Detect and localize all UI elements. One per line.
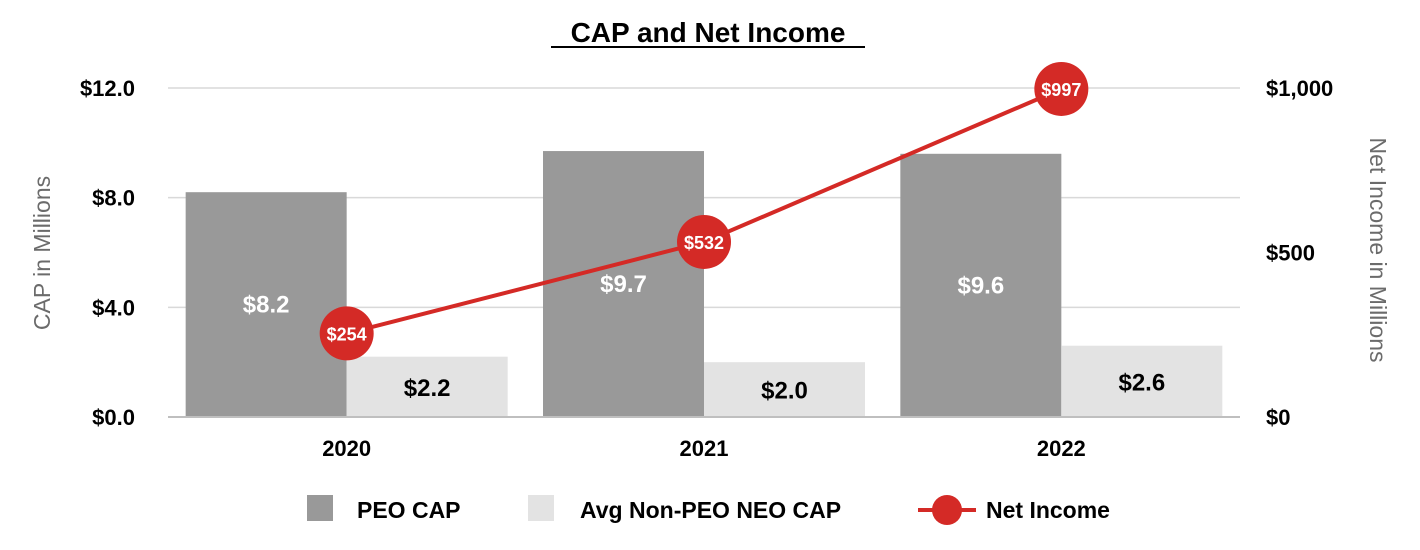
net-income-marker-2021 (677, 214, 731, 269)
net-income-value-label: $254 (327, 324, 367, 344)
bar-value-label: $9.6 (957, 272, 1004, 299)
bar-value-label: $2.2 (404, 375, 451, 402)
x-tick-label-2022: 2022 (1037, 436, 1086, 461)
axes-group: $0.0 $4.0 $8.0 $12.0 $0 $500 $1,000 CAP in Mill… (29, 76, 1391, 461)
bar-non-peo-neo-cap-2022 (1061, 345, 1223, 417)
chart-title: CAP and Net Income (571, 17, 846, 48)
y-right-tick-label: $500 (1266, 241, 1315, 266)
legend-swatch-non-peo-neo-cap (528, 495, 554, 521)
bar-value-label: $2.6 (1118, 369, 1165, 396)
bar-value-label: $9.7 (600, 271, 647, 298)
net-income-marker-2022 (1034, 61, 1089, 116)
net-income-value-label: $997 (1041, 80, 1081, 100)
net-income-value-label: $532 (684, 233, 724, 253)
y-right-tick-label: $1,000 (1266, 76, 1333, 101)
y-left-tick-label: $0.0 (92, 405, 135, 430)
bar-peo-cap-2021 (543, 151, 704, 417)
legend-marker-net-income (932, 495, 962, 525)
net-income-line-group: $254 $532 $997 (319, 61, 1089, 361)
bar-peo-cap-2020 (185, 192, 347, 417)
y-left-tick-label: $12.0 (80, 76, 135, 101)
legend-label-non-peo-neo-cap: Avg Non-PEO NEO CAP (580, 497, 841, 523)
bar-non-peo-neo-cap-2020 (346, 356, 508, 417)
bars-group: $8.2 $2.2 $9.7 $2.0 $9.6 $2.6 (185, 151, 1223, 418)
y-right-axis-title: Net Income in Millions (1365, 138, 1391, 363)
legend-label-peo-cap: PEO CAP (357, 497, 461, 523)
bar-peo-cap-2022 (900, 153, 1062, 418)
x-tick-label-2021: 2021 (680, 436, 729, 461)
legend: PEO CAP Avg Non-PEO NEO CAP Net Income (307, 495, 1110, 525)
legend-swatch-peo-cap (307, 495, 333, 521)
bar-non-peo-neo-cap-2021 (704, 362, 865, 417)
bar-value-label: $2.0 (761, 378, 808, 405)
y-right-tick-label: $0 (1266, 405, 1290, 430)
y-left-tick-label: $8.0 (92, 186, 135, 211)
bar-value-label: $8.2 (243, 292, 290, 319)
legend-label-net-income: Net Income (986, 497, 1110, 523)
net-income-marker-2020 (319, 306, 374, 361)
x-tick-label-2020: 2020 (322, 436, 371, 461)
y-left-axis-title: CAP in Millions (29, 176, 55, 330)
y-left-tick-label: $4.0 (92, 295, 135, 320)
